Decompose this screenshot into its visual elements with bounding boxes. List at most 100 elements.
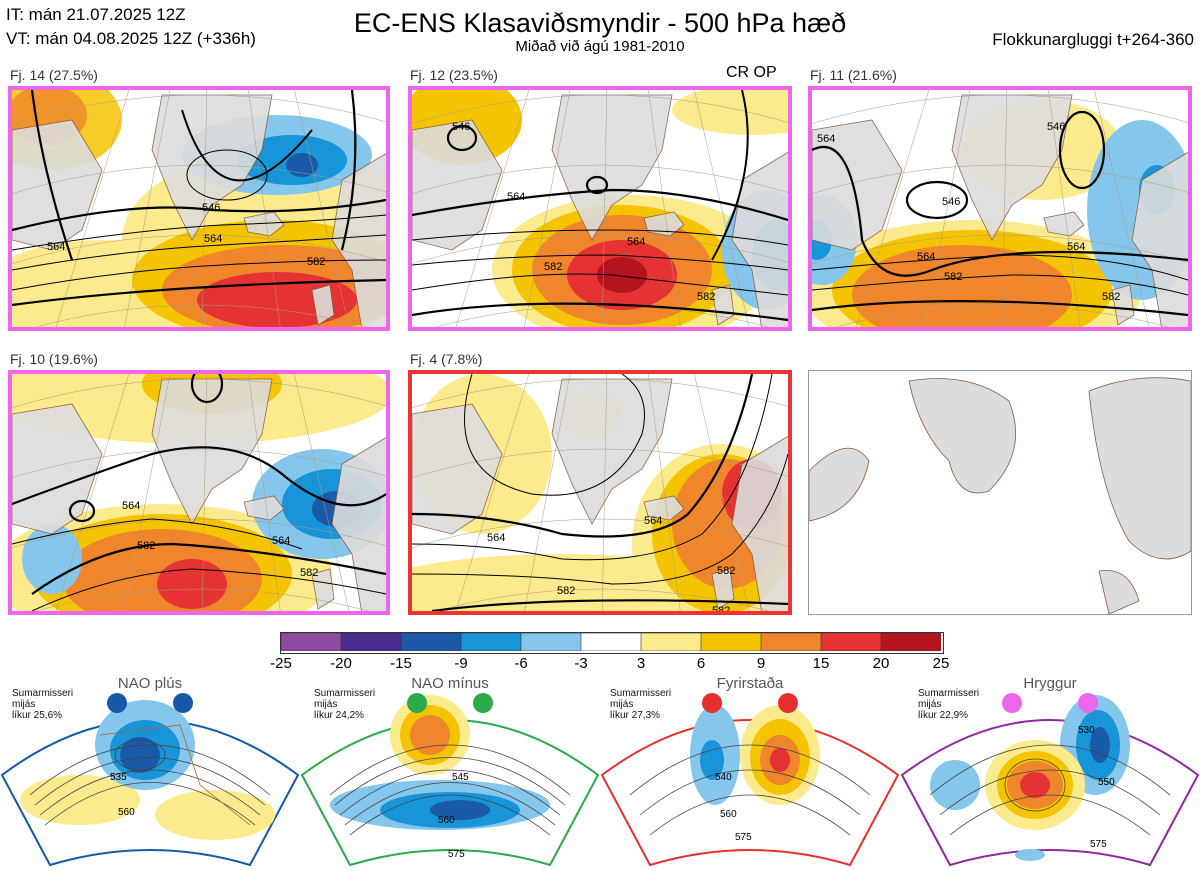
colorbar-swatch [580, 632, 642, 652]
regime-dot [107, 693, 127, 713]
colorbar-tick: -9 [454, 655, 468, 672]
regime-title: Fyrirstaða [716, 675, 784, 692]
regime-contour: 575 [1090, 839, 1107, 850]
initial-time: IT: mán 21.07.2025 12Z [6, 5, 186, 24]
regime-title: NAO mínus [411, 675, 489, 692]
colorbar-tick: -20 [330, 655, 352, 672]
cluster-14-map[interactable]: 546 564 582 564 [8, 86, 390, 331]
contour-label: 582 [544, 261, 562, 273]
colorbar-swatch [880, 632, 942, 652]
contour-label: 546 [202, 202, 220, 214]
contour-label: 564 [47, 241, 65, 253]
contour-label: 564 [204, 233, 222, 245]
colorbar-swatch [760, 632, 822, 652]
regime-ridge-map: 530 550 575 [900, 693, 1200, 867]
contour-label: 564 [272, 535, 290, 547]
regime-contour: 560 [118, 807, 135, 818]
cluster-4-map[interactable]: 564 564 582 582 582 [408, 370, 792, 615]
contour-label: 582 [944, 271, 962, 283]
colorbar-swatch [640, 632, 702, 652]
colorbar-tick: 20 [872, 655, 890, 672]
colorbar-tick: 9 [756, 655, 766, 672]
cluster-10-map[interactable]: 564 582 564 582 [8, 370, 390, 615]
empty-map-svg [809, 377, 1191, 614]
regime-dot [1078, 693, 1098, 713]
regime-nao-minus: Sumarmisseri mijás líkur 24,2% NAO mínus… [300, 675, 600, 871]
contour-label: 564 [487, 532, 505, 544]
contour-label: 582 [717, 565, 735, 577]
cluster-4-svg: 564 564 582 582 582 [412, 374, 788, 611]
regime-stat: mijás [12, 699, 36, 710]
cluster-4-label: Fj. 4 (7.8%) [410, 351, 483, 367]
colorbar-svg [280, 632, 942, 652]
regime-prob: líkur 27,3% [610, 710, 661, 721]
regime-season: Sumarmisseri [918, 688, 980, 699]
control-run-tag: CR OP [726, 64, 777, 81]
regime-nao-minus-map: 545 560 575 [300, 693, 600, 867]
regime-dot [1002, 693, 1022, 713]
colorbar-tick: -6 [514, 655, 528, 672]
regime-dot [407, 693, 427, 713]
regime-title: Hryggur [1023, 675, 1077, 692]
cluster-12-svg: 546 564 564 582 582 [412, 90, 788, 327]
regime-dot [473, 693, 493, 713]
cluster-12-label: Fj. 12 (23.5%) [410, 67, 498, 83]
regime-prob: líkur 24,2% [314, 710, 365, 721]
regime-blocking-map: 540 560 575 [600, 693, 900, 867]
regime-contour: 535 [110, 772, 127, 783]
colorbar-tick: -15 [390, 655, 412, 672]
regime-contour: 550 [1098, 777, 1115, 788]
colorbar-swatch [340, 632, 402, 652]
contour-label: 564 [1067, 241, 1085, 253]
contour-label: 546 [1047, 121, 1065, 133]
regime-contour: 530 [1078, 725, 1095, 736]
contour-label: 582 [712, 605, 730, 611]
cluster-14-label: Fj. 14 (27.5%) [10, 67, 98, 83]
colorbar-tick: -3 [574, 655, 588, 672]
colorbar-swatch [460, 632, 522, 652]
regime-nao-plus: Sumarmisseri mijás líkur 25,6% NAO plús … [0, 675, 300, 871]
regime-dot [702, 693, 722, 713]
cluster-12-map[interactable]: 546 564 564 582 582 [408, 86, 792, 331]
colorbar-swatch [700, 632, 762, 652]
regime-contour: 575 [448, 849, 465, 860]
cluster-10-label: Fj. 10 (19.6%) [10, 351, 98, 367]
regime-dot [778, 693, 798, 713]
contour-label: 564 [817, 133, 835, 145]
regime-ridge: Sumarmisseri mijás líkur 22,9% Hryggur 5… [900, 675, 1200, 871]
regime-contour: 575 [735, 832, 752, 843]
colorbar-tick: 3 [636, 655, 646, 672]
regime-stat: mijás [918, 699, 942, 710]
cluster-14-svg: 546 564 582 564 [12, 90, 386, 327]
regime-prob: líkur 22,9% [918, 710, 969, 721]
contour-label: 564 [507, 191, 525, 203]
regime-contour: 560 [720, 809, 737, 820]
contour-label: 582 [307, 256, 325, 268]
contour-label: 564 [644, 515, 662, 527]
regime-nao-plus-map: 535 560 [0, 693, 300, 867]
cluster-10-svg: 564 582 564 582 [12, 374, 386, 611]
colorbar [280, 632, 944, 654]
colorbar-tick: 25 [932, 655, 950, 672]
regime-prob: líkur 25,6% [12, 710, 63, 721]
regime-contour: 560 [438, 815, 455, 826]
regime-title: NAO plús [117, 675, 183, 692]
contour-label: 582 [557, 585, 575, 597]
colorbar-swatch [520, 632, 582, 652]
contour-label: 564 [122, 500, 140, 512]
contour-label: 564 [627, 236, 645, 248]
contour-label: 582 [1102, 291, 1120, 303]
contour-label: 546 [942, 196, 960, 208]
cluster-11-map[interactable]: 564 546 546 564 582 582 564 [808, 86, 1192, 331]
cluster-11-svg: 564 546 546 564 582 582 564 [812, 90, 1188, 327]
regime-contour: 540 [715, 772, 732, 783]
regime-season: Sumarmisseri [12, 688, 74, 699]
page-title: EC-ENS Klasaviðsmyndir - 500 hPa hæð [353, 8, 847, 38]
colorbar-tick: 15 [812, 655, 830, 672]
colorbar-tick: -25 [270, 655, 292, 672]
regime-stat: mijás [610, 699, 634, 710]
regime-blocking: Sumarmisseri mijás líkur 27,3% Fyrirstað… [600, 675, 900, 871]
cluster-11-label: Fj. 11 (21.6%) [810, 67, 897, 83]
colorbar-swatch [820, 632, 882, 652]
regime-dot [173, 693, 193, 713]
